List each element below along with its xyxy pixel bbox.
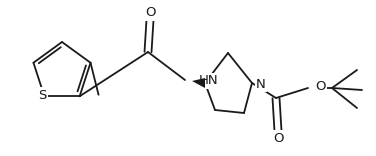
Text: HN: HN [199,75,218,88]
Text: N: N [256,78,266,90]
Text: O: O [145,7,155,20]
Text: S: S [38,89,47,102]
Text: O: O [315,80,326,93]
Text: O: O [273,132,283,144]
Polygon shape [192,78,205,88]
